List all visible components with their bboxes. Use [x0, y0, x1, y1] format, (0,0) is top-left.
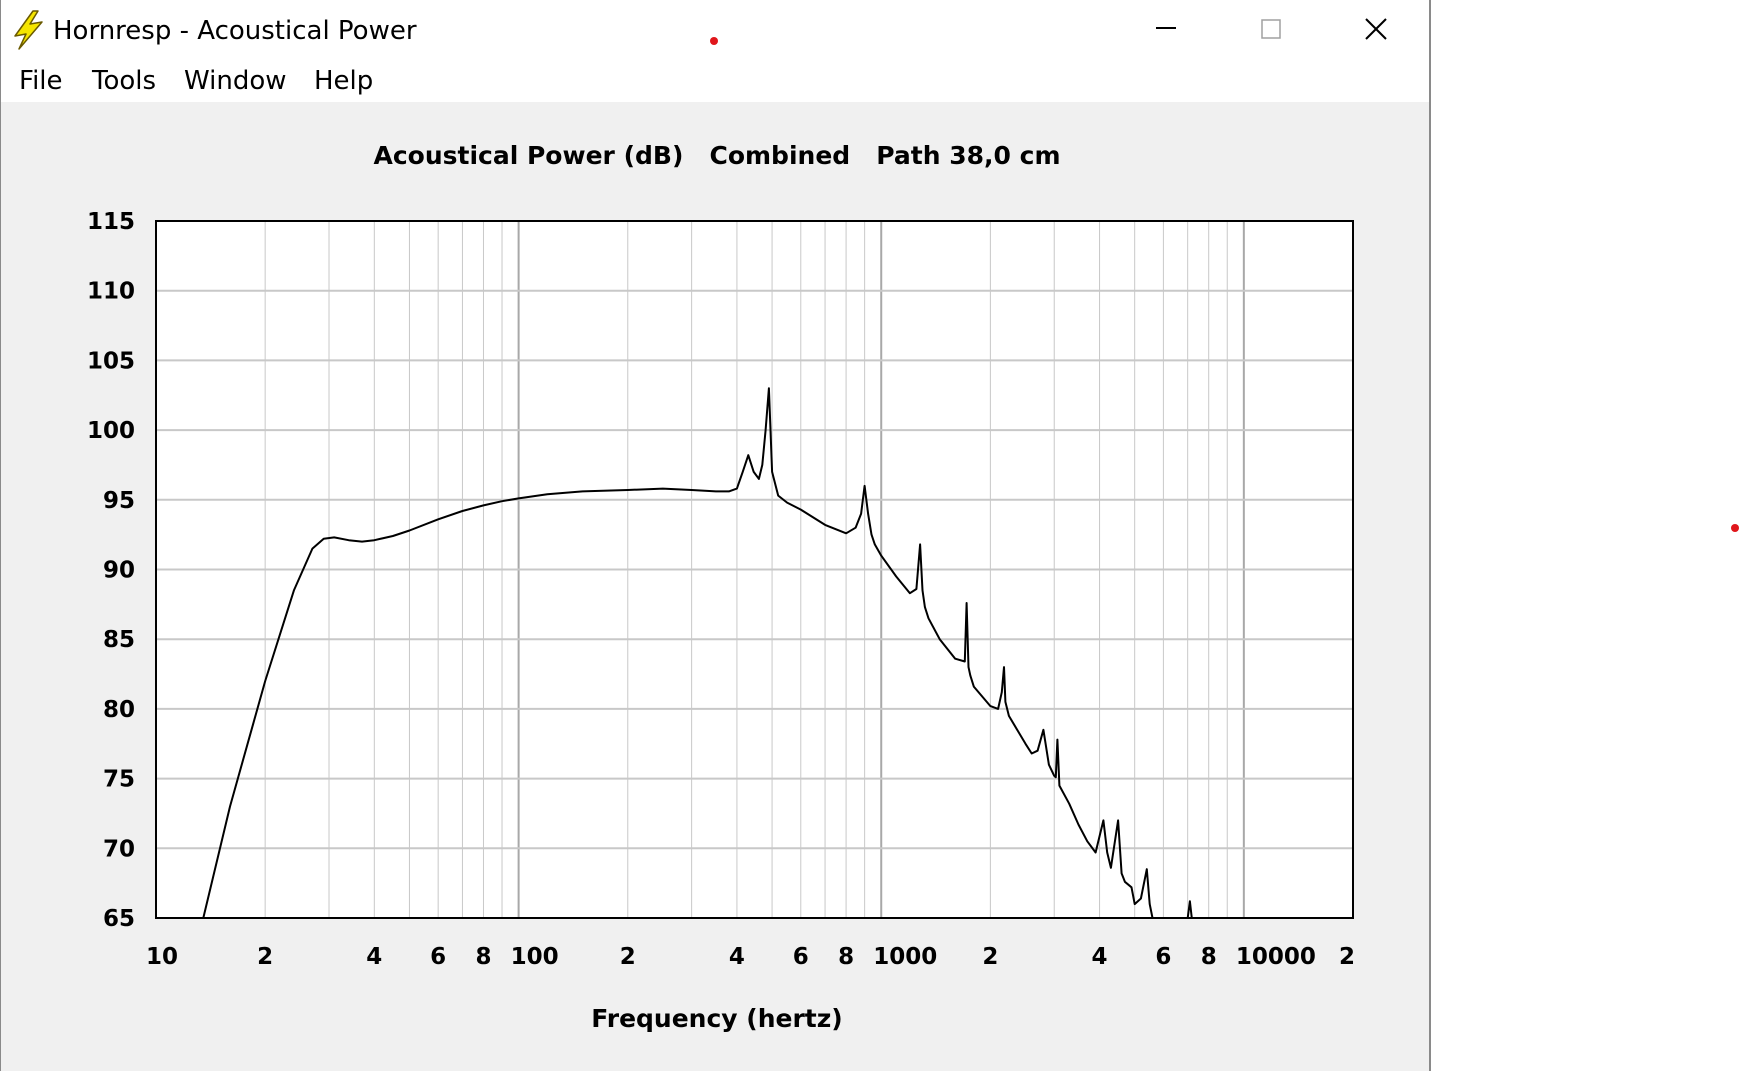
plot-frame: [155, 220, 1354, 919]
app-window: Hornresp - Acoustical Power File Tools W…: [0, 0, 1431, 1071]
lightning-icon: [14, 10, 43, 50]
maximize-icon: [1261, 19, 1281, 39]
y-tick-label: 100: [87, 418, 135, 444]
y-tick-label: 75: [103, 767, 135, 793]
menu-window[interactable]: Window: [184, 66, 287, 96]
chart-title: Acoustical Power (dB) Combined Path 38,0…: [373, 141, 1060, 170]
menu-bar: File Tools Window Help: [1, 62, 1429, 102]
window-title: Hornresp - Acoustical Power: [53, 16, 417, 46]
x-tick-label: 6: [793, 944, 809, 970]
curve-layer: [202, 387, 1193, 918]
x-tick-label: 8: [1201, 944, 1217, 970]
red-dot-marker: [1731, 524, 1739, 532]
y-tick-label: 65: [103, 906, 135, 932]
x-tick-label: 2: [1339, 944, 1355, 970]
x-tick-label: 8: [475, 944, 491, 970]
acoustical-power-chart[interactable]: 115 110 105 100 95 90 85 80 75 70 65 10 2 4 6 8 100 2 4 6 8…: [1, 102, 1429, 1071]
minimize-icon: [1156, 27, 1176, 29]
x-tick-label: 2: [982, 944, 998, 970]
close-icon: [1365, 18, 1387, 40]
x-tick-label: 100: [511, 944, 559, 970]
x-tick-label: 4: [1092, 944, 1108, 970]
menu-tools[interactable]: Tools: [92, 66, 157, 96]
x-tick-label: 6: [1155, 944, 1171, 970]
y-tick-label: 110: [87, 279, 135, 305]
chart-area: 115 110 105 100 95 90 85 80 75 70 65 10 2 4 6 8 100 2 4 6 8…: [1, 102, 1429, 1071]
y-tick-label: 90: [103, 558, 135, 584]
x-tick-label: 6: [430, 944, 446, 970]
x-tick-label: 4: [729, 944, 745, 970]
x-tick-label: 2: [620, 944, 636, 970]
x-tick-label: 10000: [1236, 944, 1316, 970]
menu-file[interactable]: File: [19, 66, 63, 96]
y-tick-labels: 115 110 105 100 95 90 85 80 75 70 65: [87, 209, 135, 932]
x-tick-label: 10: [146, 944, 178, 970]
grid: [156, 221, 1353, 918]
x-axis-label: Frequency (hertz): [591, 1004, 842, 1033]
y-tick-label: 115: [87, 209, 135, 235]
y-tick-label: 85: [103, 627, 135, 653]
x-tick-label: 8: [838, 944, 854, 970]
y-tick-label: 70: [103, 836, 135, 862]
y-tick-label: 105: [87, 348, 135, 374]
x-tick-label: 4: [366, 944, 382, 970]
maximize-button[interactable]: [1221, 0, 1321, 62]
minimize-button[interactable]: [1116, 0, 1216, 62]
power-response-line: [202, 387, 1193, 918]
red-dot-marker: [710, 37, 718, 45]
x-tick-label: 2: [257, 944, 273, 970]
close-button[interactable]: [1326, 0, 1426, 62]
y-tick-label: 95: [103, 488, 135, 514]
title-bar[interactable]: Hornresp - Acoustical Power: [1, 0, 1429, 62]
menu-help[interactable]: Help: [314, 66, 374, 96]
y-tick-label: 80: [103, 697, 135, 723]
x-tick-label: 1000: [873, 944, 937, 970]
x-tick-labels: 10 2 4 6 8 100 2 4 6 8 1000 2 4 6 8 10000 2: [146, 944, 1355, 970]
